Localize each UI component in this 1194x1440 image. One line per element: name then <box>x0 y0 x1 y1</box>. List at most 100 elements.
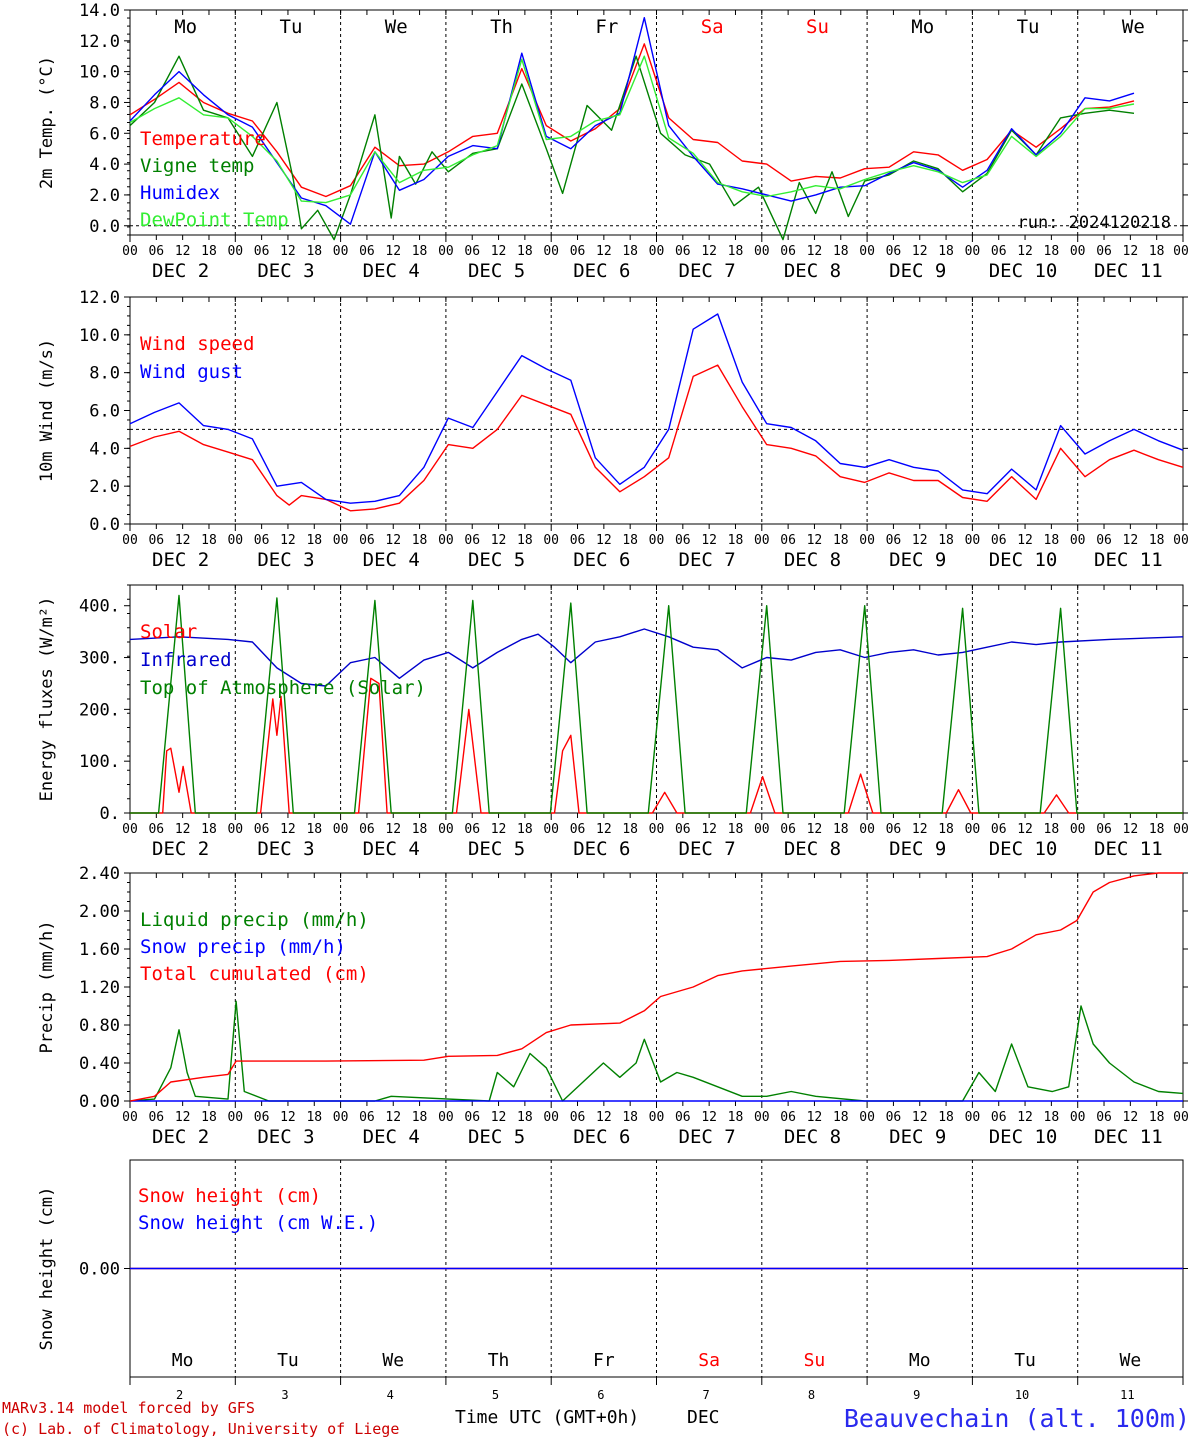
legend-entry: Wind speed <box>140 333 254 355</box>
hour-tick-label: 06 <box>886 822 902 837</box>
y-tick-label: 4.0 <box>89 155 120 175</box>
hour-tick-label: 06 <box>359 1110 375 1125</box>
date-label: DEC 10 <box>989 838 1058 860</box>
series-line-infrared <box>129 628 1184 687</box>
y-axis-label-snow: Snow height (cm) <box>37 1187 57 1351</box>
hour-tick-label: 06 <box>675 244 691 259</box>
weekday-label-bottom: We <box>382 1350 404 1371</box>
hour-tick-label: 06 <box>570 244 586 259</box>
y-tick-label: 8.0 <box>89 93 120 113</box>
hour-tick-label: 06 <box>359 244 375 259</box>
credit-line-1: MARv3.14 model forced by GFS <box>2 1399 255 1417</box>
hour-tick-label: 18 <box>517 822 533 837</box>
hour-tick-label: 00 <box>1173 1110 1189 1125</box>
hour-tick-label: 12 <box>1123 1110 1139 1125</box>
hour-tick-label: 12 <box>385 244 401 259</box>
hour-tick-label: 00 <box>754 533 770 548</box>
weekday-label-top: Tu <box>280 16 303 38</box>
hour-tick-label: 12 <box>701 1110 717 1125</box>
hour-tick-label: 06 <box>359 822 375 837</box>
hour-tick-label: 00 <box>965 244 981 259</box>
hour-tick-label: 00 <box>1173 244 1189 259</box>
credit-line-2: (c) Lab. of Climatology, University of L… <box>2 1420 399 1438</box>
hour-tick-label: 18 <box>412 533 428 548</box>
hour-tick-label: 18 <box>306 822 322 837</box>
date-label: DEC 3 <box>257 260 314 282</box>
hour-tick-label: 06 <box>780 533 796 548</box>
date-label: DEC 10 <box>989 260 1058 282</box>
hour-tick-label: 00 <box>122 244 138 259</box>
date-label: DEC 9 <box>889 260 946 282</box>
hour-tick-label: 18 <box>622 822 638 837</box>
hour-tick-label: 00 <box>122 1110 138 1125</box>
hour-tick-label: 00 <box>754 822 770 837</box>
date-label: DEC 9 <box>889 838 946 860</box>
hour-tick-label: 00 <box>859 533 875 548</box>
hour-tick-label: 12 <box>912 533 928 548</box>
hour-tick-label: 12 <box>701 244 717 259</box>
chart-text: 0.0 2.0 4.0 6.0 8.0 10.0 12.0 14.0 2m Temp. (°C)… <box>37 1 1189 1402</box>
hour-tick-label: 00 <box>227 1110 243 1125</box>
hour-tick-label: 12 <box>385 822 401 837</box>
hour-tick-label: 12 <box>807 533 823 548</box>
hour-tick-label: 12 <box>596 1110 612 1125</box>
hour-tick-label: 00 <box>333 822 349 837</box>
day-number-label: 11 <box>1120 1388 1134 1402</box>
hour-tick-label: 06 <box>254 1110 270 1125</box>
date-label: DEC 8 <box>784 1126 841 1148</box>
hour-tick-label: 18 <box>833 1110 849 1125</box>
hour-tick-label: 12 <box>596 822 612 837</box>
hour-tick-label: 18 <box>1044 1110 1060 1125</box>
hour-tick-label: 00 <box>1070 1110 1086 1125</box>
hour-tick-label: 06 <box>991 822 1007 837</box>
y-tick-label: 2.40 <box>79 864 120 884</box>
y-tick-label: 2.00 <box>79 902 120 922</box>
hour-tick-label: 00 <box>754 244 770 259</box>
y-tick-label: 100. <box>79 752 120 772</box>
legend-entry: Temperature <box>140 128 266 150</box>
series-line-humidex <box>129 17 1135 225</box>
hour-tick-label: 12 <box>1123 822 1139 837</box>
hour-tick-label: 18 <box>833 822 849 837</box>
y-tick-label: 14.0 <box>79 1 120 21</box>
series-line-total-cumulated-cm- <box>129 872 1183 1102</box>
hour-tick-label: 18 <box>833 244 849 259</box>
hour-tick-label: 18 <box>938 822 954 837</box>
hour-tick-label: 18 <box>412 822 428 837</box>
weekday-label-bottom: Sa <box>698 1350 720 1371</box>
hour-tick-label: 18 <box>517 533 533 548</box>
date-label: DEC 11 <box>1094 549 1163 571</box>
hour-tick-label: 06 <box>570 533 586 548</box>
hour-tick-label: 00 <box>649 244 665 259</box>
hour-tick-label: 18 <box>622 533 638 548</box>
y-axis-label-precip: Precip (mm/h) <box>37 920 57 1053</box>
hour-tick-label: 18 <box>517 244 533 259</box>
legend-entry: Humidex <box>140 182 220 204</box>
date-label: DEC 8 <box>784 549 841 571</box>
series-line-wind-speed <box>129 364 1184 512</box>
hour-tick-label: 00 <box>438 533 454 548</box>
hour-tick-label: 00 <box>543 244 559 259</box>
y-tick-label: 0.00 <box>79 1092 120 1112</box>
date-label: DEC 9 <box>889 549 946 571</box>
hour-tick-label: 18 <box>412 1110 428 1125</box>
legend-entry: Total cumulated (cm) <box>140 963 369 985</box>
weekday-label-top: Mo <box>174 16 197 38</box>
hour-tick-label: 00 <box>438 822 454 837</box>
weekday-label-bottom: Fr <box>593 1350 615 1371</box>
weekday-label-top: Mo <box>911 16 934 38</box>
hour-tick-label: 12 <box>491 822 507 837</box>
hour-tick-label: 18 <box>306 244 322 259</box>
y-tick-label: 0.80 <box>79 1016 120 1036</box>
xaxis-month: DEC <box>687 1407 720 1428</box>
weekday-label-top: Th <box>490 16 513 38</box>
hour-tick-label: 12 <box>175 1110 191 1125</box>
y-tick-label: 10.0 <box>79 326 120 346</box>
date-label: DEC 8 <box>784 838 841 860</box>
weekday-label-top: Tu <box>1017 16 1040 38</box>
hour-tick-label: 18 <box>201 1110 217 1125</box>
hour-tick-label: 00 <box>859 822 875 837</box>
hour-tick-label: 12 <box>596 244 612 259</box>
hour-tick-label: 12 <box>807 1110 823 1125</box>
legend-entry: Snow precip (mm/h) <box>140 936 346 958</box>
